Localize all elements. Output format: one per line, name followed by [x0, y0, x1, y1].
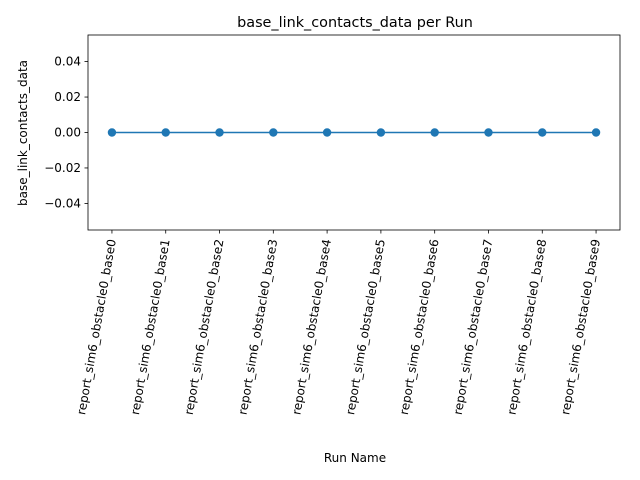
data-point	[215, 128, 224, 137]
y-tick-label: −0.02	[44, 161, 81, 175]
data-point	[430, 128, 439, 137]
data-point	[376, 128, 386, 137]
y-axis-label: base_link_contacts_data	[16, 60, 30, 206]
data-point	[484, 128, 493, 137]
data-point	[591, 128, 601, 137]
data-point	[322, 128, 332, 137]
data-point	[269, 128, 278, 137]
data-point	[161, 128, 170, 137]
x-axis-label: Run Name	[324, 451, 386, 465]
y-tick-label: 0.04	[54, 55, 81, 69]
y-tick-label: 0.02	[54, 90, 81, 104]
data-point	[538, 128, 547, 137]
data-point	[107, 128, 117, 137]
y-tick-label: 0.00	[54, 126, 81, 140]
y-tick-label: −0.04	[44, 196, 81, 210]
chart-title: base_link_contacts_data per Run	[237, 15, 473, 31]
